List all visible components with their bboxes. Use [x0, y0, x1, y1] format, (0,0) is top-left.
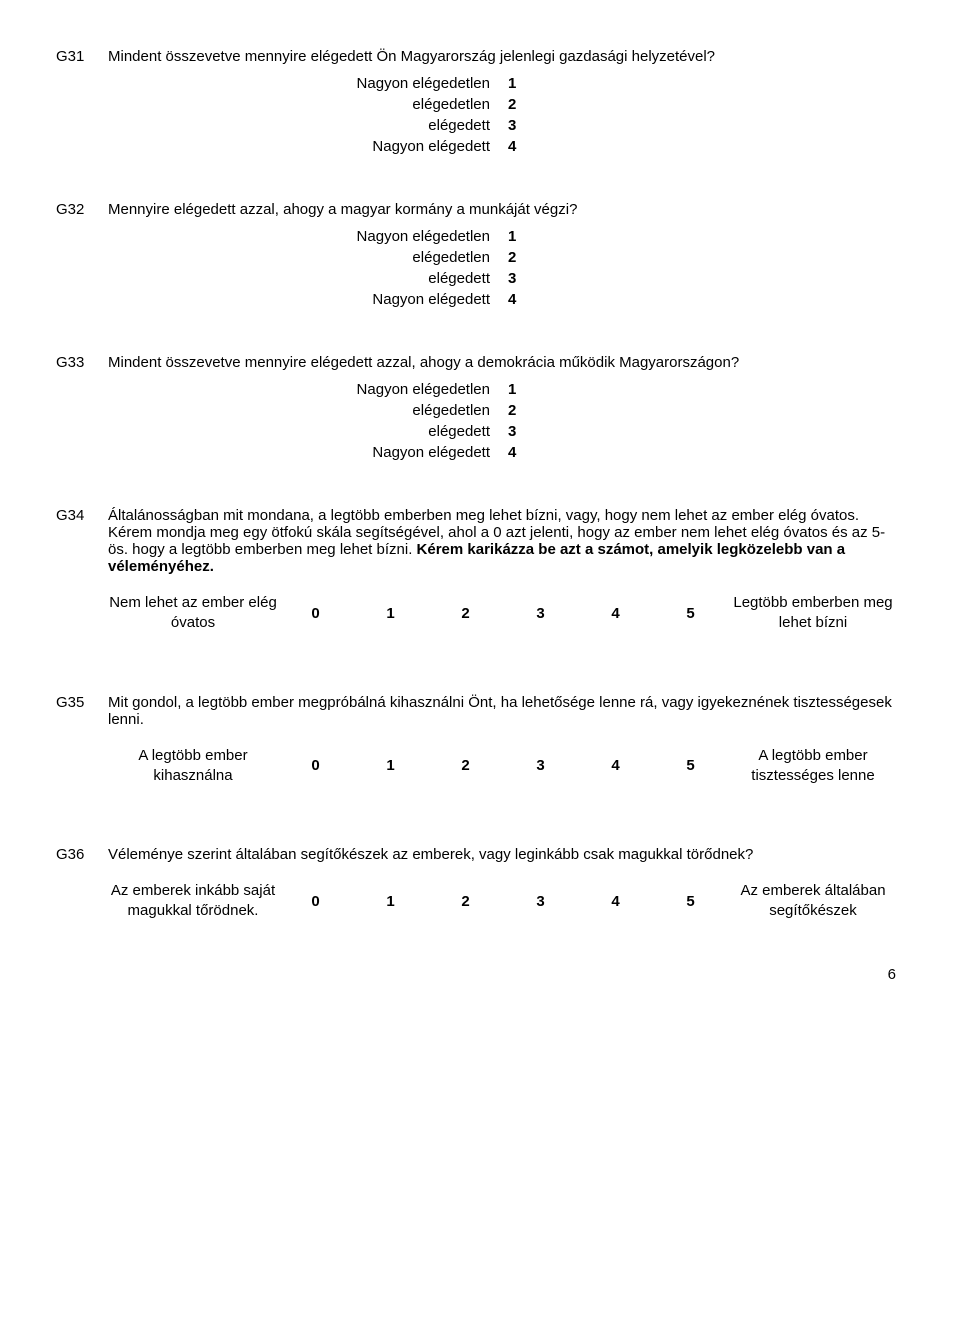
scale-number[interactable]: 0: [311, 757, 319, 774]
question-row: G36 Véleménye szerint általában segítőké…: [56, 846, 904, 863]
question-g35: G35 Mit gondol, a legtöbb ember megpróbá…: [56, 694, 904, 787]
option-label: Nagyon elégedett: [372, 291, 508, 308]
scale-number[interactable]: 2: [461, 757, 469, 774]
scale-number[interactable]: 5: [686, 893, 694, 910]
question-code: G33: [56, 354, 108, 371]
option-value: 4: [508, 138, 528, 155]
question-text: Általánosságban mit mondana, a legtöbb e…: [108, 507, 904, 575]
scale-anchor-left: Nem lehet az ember elég óvatos: [108, 593, 278, 634]
likert-4-scale: Nagyon elégedetlen 1 elégedetlen 2 elége…: [108, 379, 528, 463]
question-row: G33 Mindent összevetve mennyire elégedet…: [56, 354, 904, 371]
option-value: 2: [508, 402, 528, 419]
scale-number[interactable]: 0: [311, 605, 319, 622]
question-text: Mindent összevetve mennyire elégedett Ön…: [108, 48, 904, 65]
option-value: 4: [508, 291, 528, 308]
scale-option[interactable]: elégedetlen 2: [108, 400, 528, 421]
scale-anchor-left: Az emberek inkább saját magukkal tőrödne…: [108, 881, 278, 922]
option-label: elégedett: [428, 423, 508, 440]
question-g31: G31 Mindent összevetve mennyire elégedet…: [56, 48, 904, 157]
question-code: G32: [56, 201, 108, 218]
scale-number[interactable]: 4: [611, 605, 619, 622]
question-code: G31: [56, 48, 108, 65]
option-label: elégedetlen: [412, 249, 508, 266]
question-text: Mit gondol, a legtöbb ember megpróbálná …: [108, 694, 904, 728]
option-label: elégedett: [428, 117, 508, 134]
scale-number[interactable]: 4: [611, 893, 619, 910]
question-g32: G32 Mennyire elégedett azzal, ahogy a ma…: [56, 201, 904, 310]
scale-number[interactable]: 2: [461, 605, 469, 622]
likert-6-scale: Az emberek inkább saját magukkal tőrödne…: [108, 881, 898, 922]
scale-numbers: 0 1 2 3 4 5: [278, 893, 728, 910]
scale-option[interactable]: Nagyon elégedett 4: [108, 136, 528, 157]
likert-4-scale: Nagyon elégedetlen 1 elégedetlen 2 elége…: [108, 73, 528, 157]
question-g36: G36 Véleménye szerint általában segítőké…: [56, 846, 904, 922]
scale-number[interactable]: 1: [386, 757, 394, 774]
scale-number[interactable]: 5: [686, 757, 694, 774]
question-code: G34: [56, 507, 108, 524]
likert-6-scale: Nem lehet az ember elég óvatos 0 1 2 3 4…: [108, 593, 898, 634]
option-value: 3: [508, 270, 528, 287]
question-text: Mennyire elégedett azzal, ahogy a magyar…: [108, 201, 904, 218]
option-label: Nagyon elégedett: [372, 138, 508, 155]
scale-anchor-right: Az emberek általában segítőkészek: [728, 881, 898, 922]
question-row: G32 Mennyire elégedett azzal, ahogy a ma…: [56, 201, 904, 218]
option-label: Nagyon elégedetlen: [357, 75, 508, 92]
question-row: G31 Mindent összevetve mennyire elégedet…: [56, 48, 904, 65]
scale-option[interactable]: Nagyon elégedetlen 1: [108, 379, 528, 400]
option-label: elégedetlen: [412, 402, 508, 419]
option-value: 1: [508, 381, 528, 398]
scale-option[interactable]: Nagyon elégedett 4: [108, 442, 528, 463]
scale-number[interactable]: 4: [611, 757, 619, 774]
scale-option[interactable]: Nagyon elégedett 4: [108, 289, 528, 310]
question-row: G35 Mit gondol, a legtöbb ember megpróbá…: [56, 694, 904, 728]
option-label: elégedetlen: [412, 96, 508, 113]
scale-numbers: 0 1 2 3 4 5: [278, 757, 728, 774]
likert-6-scale: A legtöbb ember kihasználna 0 1 2 3 4 5 …: [108, 746, 898, 787]
scale-option[interactable]: elégedetlen 2: [108, 94, 528, 115]
option-value: 1: [508, 75, 528, 92]
option-value: 2: [508, 249, 528, 266]
scale-option[interactable]: elégedett 3: [108, 115, 528, 136]
scale-anchor-right: Legtöbb emberben meg lehet bízni: [728, 593, 898, 634]
scale-numbers: 0 1 2 3 4 5: [278, 605, 728, 622]
scale-anchor-left: A legtöbb ember kihasználna: [108, 746, 278, 787]
question-g33: G33 Mindent összevetve mennyire elégedet…: [56, 354, 904, 463]
option-label: elégedett: [428, 270, 508, 287]
scale-number[interactable]: 3: [536, 893, 544, 910]
option-value: 3: [508, 423, 528, 440]
scale-number[interactable]: 1: [386, 605, 394, 622]
scale-number[interactable]: 5: [686, 605, 694, 622]
option-label: Nagyon elégedetlen: [357, 381, 508, 398]
option-value: 4: [508, 444, 528, 461]
option-value: 2: [508, 96, 528, 113]
option-value: 1: [508, 228, 528, 245]
question-code: G36: [56, 846, 108, 863]
question-text: Mindent összevetve mennyire elégedett az…: [108, 354, 904, 371]
likert-4-scale: Nagyon elégedetlen 1 elégedetlen 2 elége…: [108, 226, 528, 310]
option-label: Nagyon elégedetlen: [357, 228, 508, 245]
scale-number[interactable]: 1: [386, 893, 394, 910]
page-number: 6: [56, 966, 904, 983]
scale-number[interactable]: 3: [536, 605, 544, 622]
option-value: 3: [508, 117, 528, 134]
scale-option[interactable]: Nagyon elégedetlen 1: [108, 73, 528, 94]
question-text: Véleménye szerint általában segítőkészek…: [108, 846, 904, 863]
scale-anchor-right: A legtöbb ember tisztességes lenne: [728, 746, 898, 787]
scale-number[interactable]: 3: [536, 757, 544, 774]
scale-number[interactable]: 0: [311, 893, 319, 910]
option-label: Nagyon elégedett: [372, 444, 508, 461]
scale-number[interactable]: 2: [461, 893, 469, 910]
question-row: G34 Általánosságban mit mondana, a legtö…: [56, 507, 904, 575]
scale-option[interactable]: elégedett 3: [108, 421, 528, 442]
scale-option[interactable]: elégedetlen 2: [108, 247, 528, 268]
scale-option[interactable]: elégedett 3: [108, 268, 528, 289]
question-code: G35: [56, 694, 108, 711]
question-g34: G34 Általánosságban mit mondana, a legtö…: [56, 507, 904, 634]
scale-option[interactable]: Nagyon elégedetlen 1: [108, 226, 528, 247]
